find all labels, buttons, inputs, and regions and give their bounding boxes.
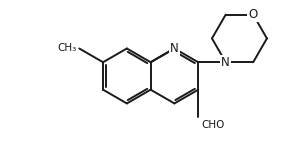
Text: CHO: CHO: [201, 120, 224, 130]
Text: O: O: [249, 8, 258, 21]
Text: N: N: [170, 42, 179, 55]
Text: N: N: [221, 56, 230, 69]
Text: CH₃: CH₃: [57, 44, 76, 53]
